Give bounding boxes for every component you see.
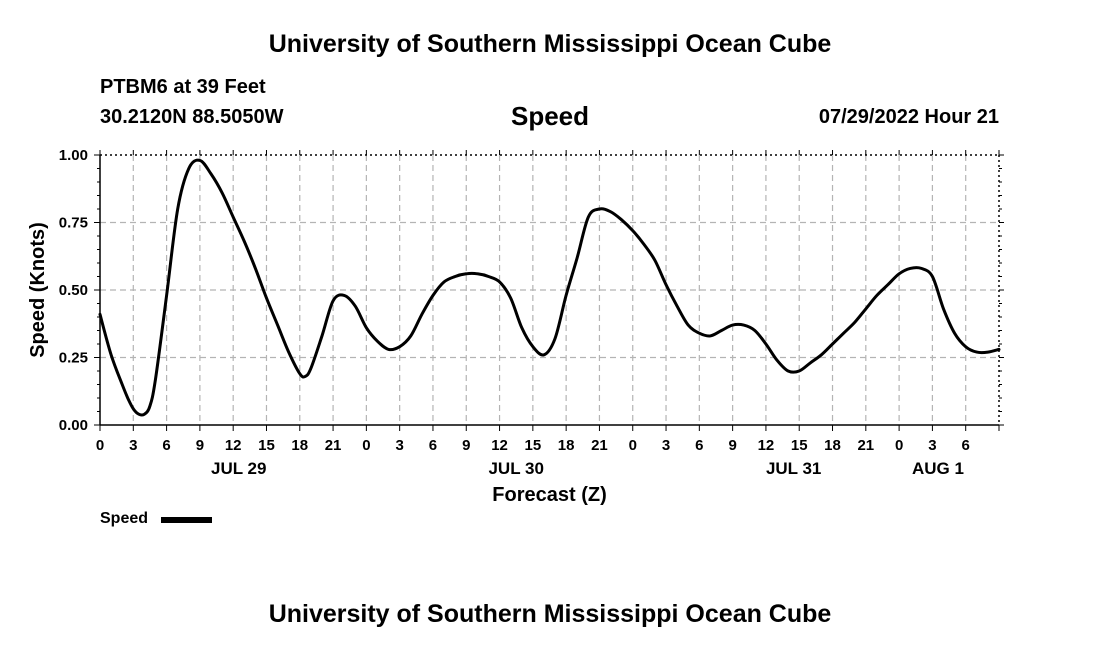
date-label: AUG 1: [912, 459, 964, 478]
chart-series: [98, 158, 1001, 417]
speed-series-line: [98, 158, 1001, 417]
y-axis-label: Speed (Knots): [27, 222, 49, 358]
x-tick-label: 3: [662, 437, 670, 454]
date-label: JUL 31: [766, 459, 821, 478]
x-tick-label: 9: [196, 437, 204, 454]
x-tick-label: 18: [558, 437, 575, 454]
x-tick-label: 0: [362, 437, 370, 454]
y-tick-label: 0.00: [59, 417, 88, 434]
x-tick-label: 12: [491, 437, 508, 454]
chart-grid: [100, 155, 999, 425]
x-tick-label: 18: [291, 437, 308, 454]
date-label: JUL 29: [211, 459, 266, 478]
chart-ticks: [94, 150, 1004, 431]
x-tick-label: 6: [695, 437, 703, 454]
x-tick-label: 9: [728, 437, 736, 454]
x-tick-label: 15: [791, 437, 808, 454]
x-axis-label: Forecast (Z): [492, 484, 606, 506]
x-tick-label: 21: [857, 437, 874, 454]
x-tick-label: 6: [962, 437, 970, 454]
x-tick-label: 12: [758, 437, 775, 454]
legend-swatch: [161, 517, 212, 523]
y-tick-label: 0.25: [59, 350, 88, 367]
y-tick-label: 1.00: [59, 147, 88, 164]
station-label: PTBM6 at 39 Feet: [100, 76, 266, 98]
x-tick-label: 15: [525, 437, 542, 454]
x-tick-label: 21: [325, 437, 342, 454]
x-tick-label: 0: [629, 437, 637, 454]
x-tick-label: 18: [824, 437, 841, 454]
x-tick-label: 0: [96, 437, 104, 454]
chart-title: University of Southern Mississippi Ocean…: [268, 30, 832, 58]
x-tick-label: 3: [395, 437, 403, 454]
x-tick-label: 15: [258, 437, 275, 454]
timestamp-label: 07/29/2022 Hour 21: [818, 106, 999, 128]
chart-labels: 0 3 6 9 12 15 18 21 0 3 6 9 12 15 18 21 0 3 6 9 12 15 18 21 0 3 6 0…: [27, 147, 970, 506]
x-tick-label: 0: [895, 437, 903, 454]
x-tick-label: 21: [591, 437, 608, 454]
parameter-label: Speed: [510, 101, 590, 131]
y-tick-label: 0.75: [59, 215, 88, 232]
legend-label: Speed: [100, 510, 149, 527]
y-tick-label: 0.50: [59, 282, 88, 299]
x-tick-label: 9: [462, 437, 470, 454]
footer-title: University of Southern Mississippi Ocean…: [268, 600, 832, 628]
x-tick-label: 3: [928, 437, 936, 454]
x-tick-label: 12: [225, 437, 242, 454]
x-tick-label: 6: [162, 437, 170, 454]
date-label: JUL 30: [488, 459, 543, 478]
x-tick-label: 6: [429, 437, 437, 454]
location-label: 30.2120N 88.5050W: [100, 106, 284, 128]
x-tick-label: 3: [129, 437, 137, 454]
